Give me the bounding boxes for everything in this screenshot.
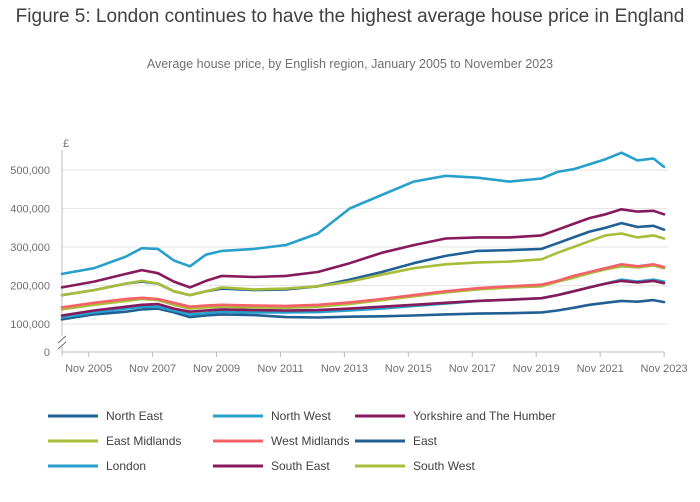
y-axis-unit-label: £ xyxy=(63,138,69,150)
legend-label: East xyxy=(413,434,438,448)
legend-item[interactable]: South West xyxy=(355,459,475,473)
legend-label: West Midlands xyxy=(271,434,349,448)
chart-subtitle: Average house price, by English region, … xyxy=(146,57,554,71)
legend-item[interactable]: East Midlands xyxy=(48,434,181,448)
axis-break-mark xyxy=(57,341,67,350)
chart-title: Figure 5: London continues to have the h… xyxy=(15,6,685,27)
series-line-north-east xyxy=(60,298,666,321)
legend-label: East Midlands xyxy=(106,434,181,448)
legend: North East North West Yorkshire and The Hu… xyxy=(48,409,556,473)
legend-label: North West xyxy=(271,409,331,423)
legend-item[interactable]: East xyxy=(355,434,438,448)
y-tick-label: 400,000 xyxy=(10,204,50,216)
legend-label: South East xyxy=(271,459,330,473)
legend-item[interactable]: London xyxy=(48,459,146,473)
y-tick-label: 200,000 xyxy=(10,281,50,293)
x-tick-label: Nov 2005 xyxy=(65,363,112,375)
series-line-west-midlands xyxy=(60,262,666,309)
y-tick-label: 100,000 xyxy=(10,319,50,331)
y-tick-label: 300,000 xyxy=(10,242,50,254)
legend-item[interactable]: Yorkshire and The Humber xyxy=(355,409,556,423)
x-tick-label: Nov 2021 xyxy=(577,363,624,375)
series-line-london xyxy=(60,151,666,276)
x-tick-label: Nov 2009 xyxy=(193,363,240,375)
legend-item[interactable]: West Midlands xyxy=(213,434,349,448)
axis-break-mark xyxy=(57,335,67,344)
series-line-south-west xyxy=(60,232,666,297)
legend-item[interactable]: North East xyxy=(48,409,163,423)
legend-label: London xyxy=(106,459,146,473)
x-tick-label: Nov 2011 xyxy=(257,363,303,375)
legend-item[interactable]: North West xyxy=(213,409,331,423)
y-tick-label: 500,000 xyxy=(10,165,50,177)
legend-label: North East xyxy=(106,409,163,423)
legend-label: South West xyxy=(413,459,475,473)
series-line-south-east xyxy=(60,208,666,289)
x-tick-label: Nov 2015 xyxy=(385,363,432,375)
x-tick-label: Nov 2023 xyxy=(641,363,688,375)
y-tick-label: 0 xyxy=(44,347,50,359)
x-tick-label: Nov 2019 xyxy=(513,363,560,375)
x-tick-label: Nov 2017 xyxy=(449,363,496,375)
x-tick-label: Nov 2013 xyxy=(321,363,368,375)
legend-label: Yorkshire and The Humber xyxy=(413,409,556,423)
series-lines xyxy=(60,151,666,321)
y-axis: 0 100,000 200,000 300,000 400,000 500,000 £ xyxy=(10,138,69,359)
x-axis: Nov 2005 Nov 2007 Nov 2009 Nov 2011 Nov 2013… xyxy=(62,351,688,375)
series-line-yorkshire-and-the-humber xyxy=(60,279,666,317)
x-tick-label: Nov 2007 xyxy=(129,363,176,375)
legend-item[interactable]: South East xyxy=(213,459,330,473)
